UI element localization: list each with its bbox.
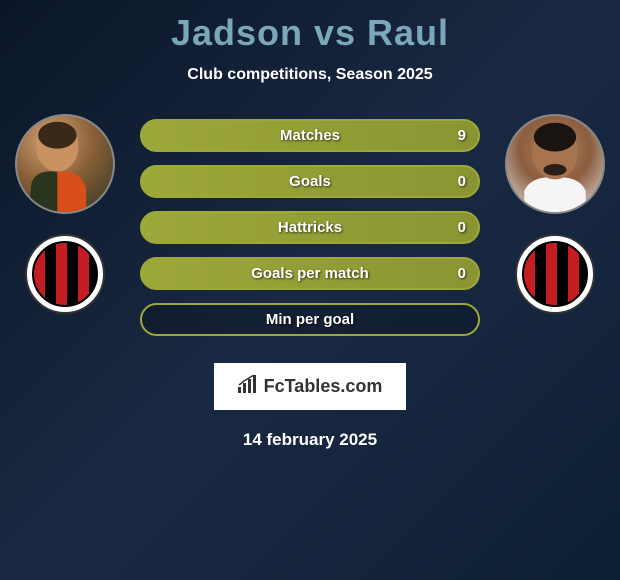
stat-value-right: 0	[458, 265, 466, 282]
page-subtitle: Club competitions, Season 2025	[187, 66, 432, 84]
club-badge-stripes-icon	[32, 241, 98, 307]
stat-bar-min-per-goal: Min per goal	[140, 303, 480, 336]
stat-bar-matches: Matches 9	[140, 119, 480, 152]
main-container: Jadson vs Raul Club competitions, Season…	[0, 0, 620, 450]
stat-label: Goals per match	[251, 265, 369, 282]
player2-club-badge	[515, 234, 595, 314]
player1-avatar	[15, 114, 115, 214]
watermark-text: FcTables.com	[264, 376, 383, 397]
stat-value-right: 9	[458, 127, 466, 144]
watermark: FcTables.com	[214, 363, 407, 410]
chart-bar-icon	[238, 375, 258, 398]
comparison-content: Matches 9 Goals 0 Hattricks 0 Goals per …	[0, 114, 620, 341]
player-left-column	[10, 114, 120, 314]
club-badge-stripes-icon	[522, 241, 588, 307]
date-label: 14 february 2025	[243, 430, 377, 450]
player2-silhouette-icon	[507, 116, 603, 212]
player1-silhouette-icon	[17, 116, 113, 212]
stat-bar-hattricks: Hattricks 0	[140, 211, 480, 244]
stats-column: Matches 9 Goals 0 Hattricks 0 Goals per …	[120, 114, 500, 341]
player2-avatar	[505, 114, 605, 214]
page-title: Jadson vs Raul	[171, 12, 449, 54]
stat-bar-goals: Goals 0	[140, 165, 480, 198]
player-right-column	[500, 114, 610, 314]
stat-label: Min per goal	[266, 311, 354, 328]
stat-label: Matches	[280, 127, 340, 144]
stat-bar-goals-per-match: Goals per match 0	[140, 257, 480, 290]
player1-club-badge	[25, 234, 105, 314]
stat-value-right: 0	[458, 219, 466, 236]
stat-label: Goals	[289, 173, 331, 190]
stat-label: Hattricks	[278, 219, 342, 236]
stat-value-right: 0	[458, 173, 466, 190]
